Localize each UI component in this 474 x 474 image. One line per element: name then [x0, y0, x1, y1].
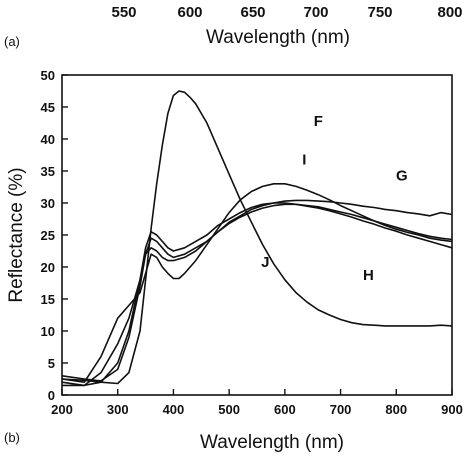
panel-a-tick-label: 750: [367, 4, 392, 21]
curve-label-f: F: [314, 113, 323, 130]
y-axis-title: Reflectance (%): [6, 167, 27, 302]
panel-a-tick-label: 700: [303, 4, 328, 21]
curve-label-h: H: [363, 267, 374, 284]
curve-label-i: I: [302, 152, 306, 169]
y-tick-label: 35: [41, 164, 55, 179]
y-axis-ticks: 0 5 10 15 20 25 30 35 40 45 50: [41, 68, 68, 403]
x-tick-label: 700: [330, 402, 352, 417]
series-line-h: [61, 202, 453, 387]
curve-label-g: G: [396, 168, 408, 185]
panel-a-tick-label: 800: [437, 4, 462, 21]
y-tick-label: 10: [41, 324, 55, 339]
panel-a-tick-label: 600: [177, 4, 202, 21]
y-tick-label: 25: [41, 228, 55, 243]
panel-a: 550 600 650 700 750 800 (a) Wavelength (nm): [4, 4, 463, 49]
y-tick-label: 20: [41, 260, 55, 275]
y-tick-label: 0: [48, 388, 55, 403]
series-line-f: [61, 90, 453, 385]
x-tick-label: 500: [218, 402, 240, 417]
y-tick-label: 50: [41, 68, 55, 83]
y-tick-label: 15: [41, 292, 55, 307]
y-tick-label: 5: [48, 356, 55, 371]
curve-labels: F I G J H: [261, 113, 408, 284]
x-axis-title: Wavelength (nm): [200, 432, 344, 453]
y-tick-label: 30: [41, 196, 55, 211]
curve-label-j: J: [261, 254, 269, 271]
panel-b: 200 300 400 500 600 700 800 900 0 5 10 15 20 25 30 35 4…: [4, 68, 463, 453]
x-tick-label: 600: [274, 402, 296, 417]
series-line-i: [61, 183, 453, 383]
panel-a-tick-label: 650: [240, 4, 265, 21]
x-tick-label: 900: [441, 402, 463, 417]
panel-b-label: (b): [4, 430, 20, 445]
x-tick-label: 300: [107, 402, 129, 417]
series-line-j: [62, 203, 453, 387]
y-tick-label: 40: [41, 132, 55, 147]
series-group: [61, 90, 453, 387]
x-tick-label: 800: [385, 402, 407, 417]
panel-a-x-axis-title: Wavelength (nm): [206, 27, 350, 48]
x-tick-label: 400: [163, 402, 185, 417]
panel-a-tick-label: 550: [111, 4, 136, 21]
panel-a-label: (a): [4, 34, 20, 49]
x-tick-label: 200: [51, 402, 73, 417]
x-axis-ticks: 200 300 400 500 600 700 800 900: [51, 389, 463, 417]
y-tick-label: 45: [41, 100, 55, 115]
panel-a-tick-labels: 550 600 650 700 750 800: [111, 4, 462, 21]
